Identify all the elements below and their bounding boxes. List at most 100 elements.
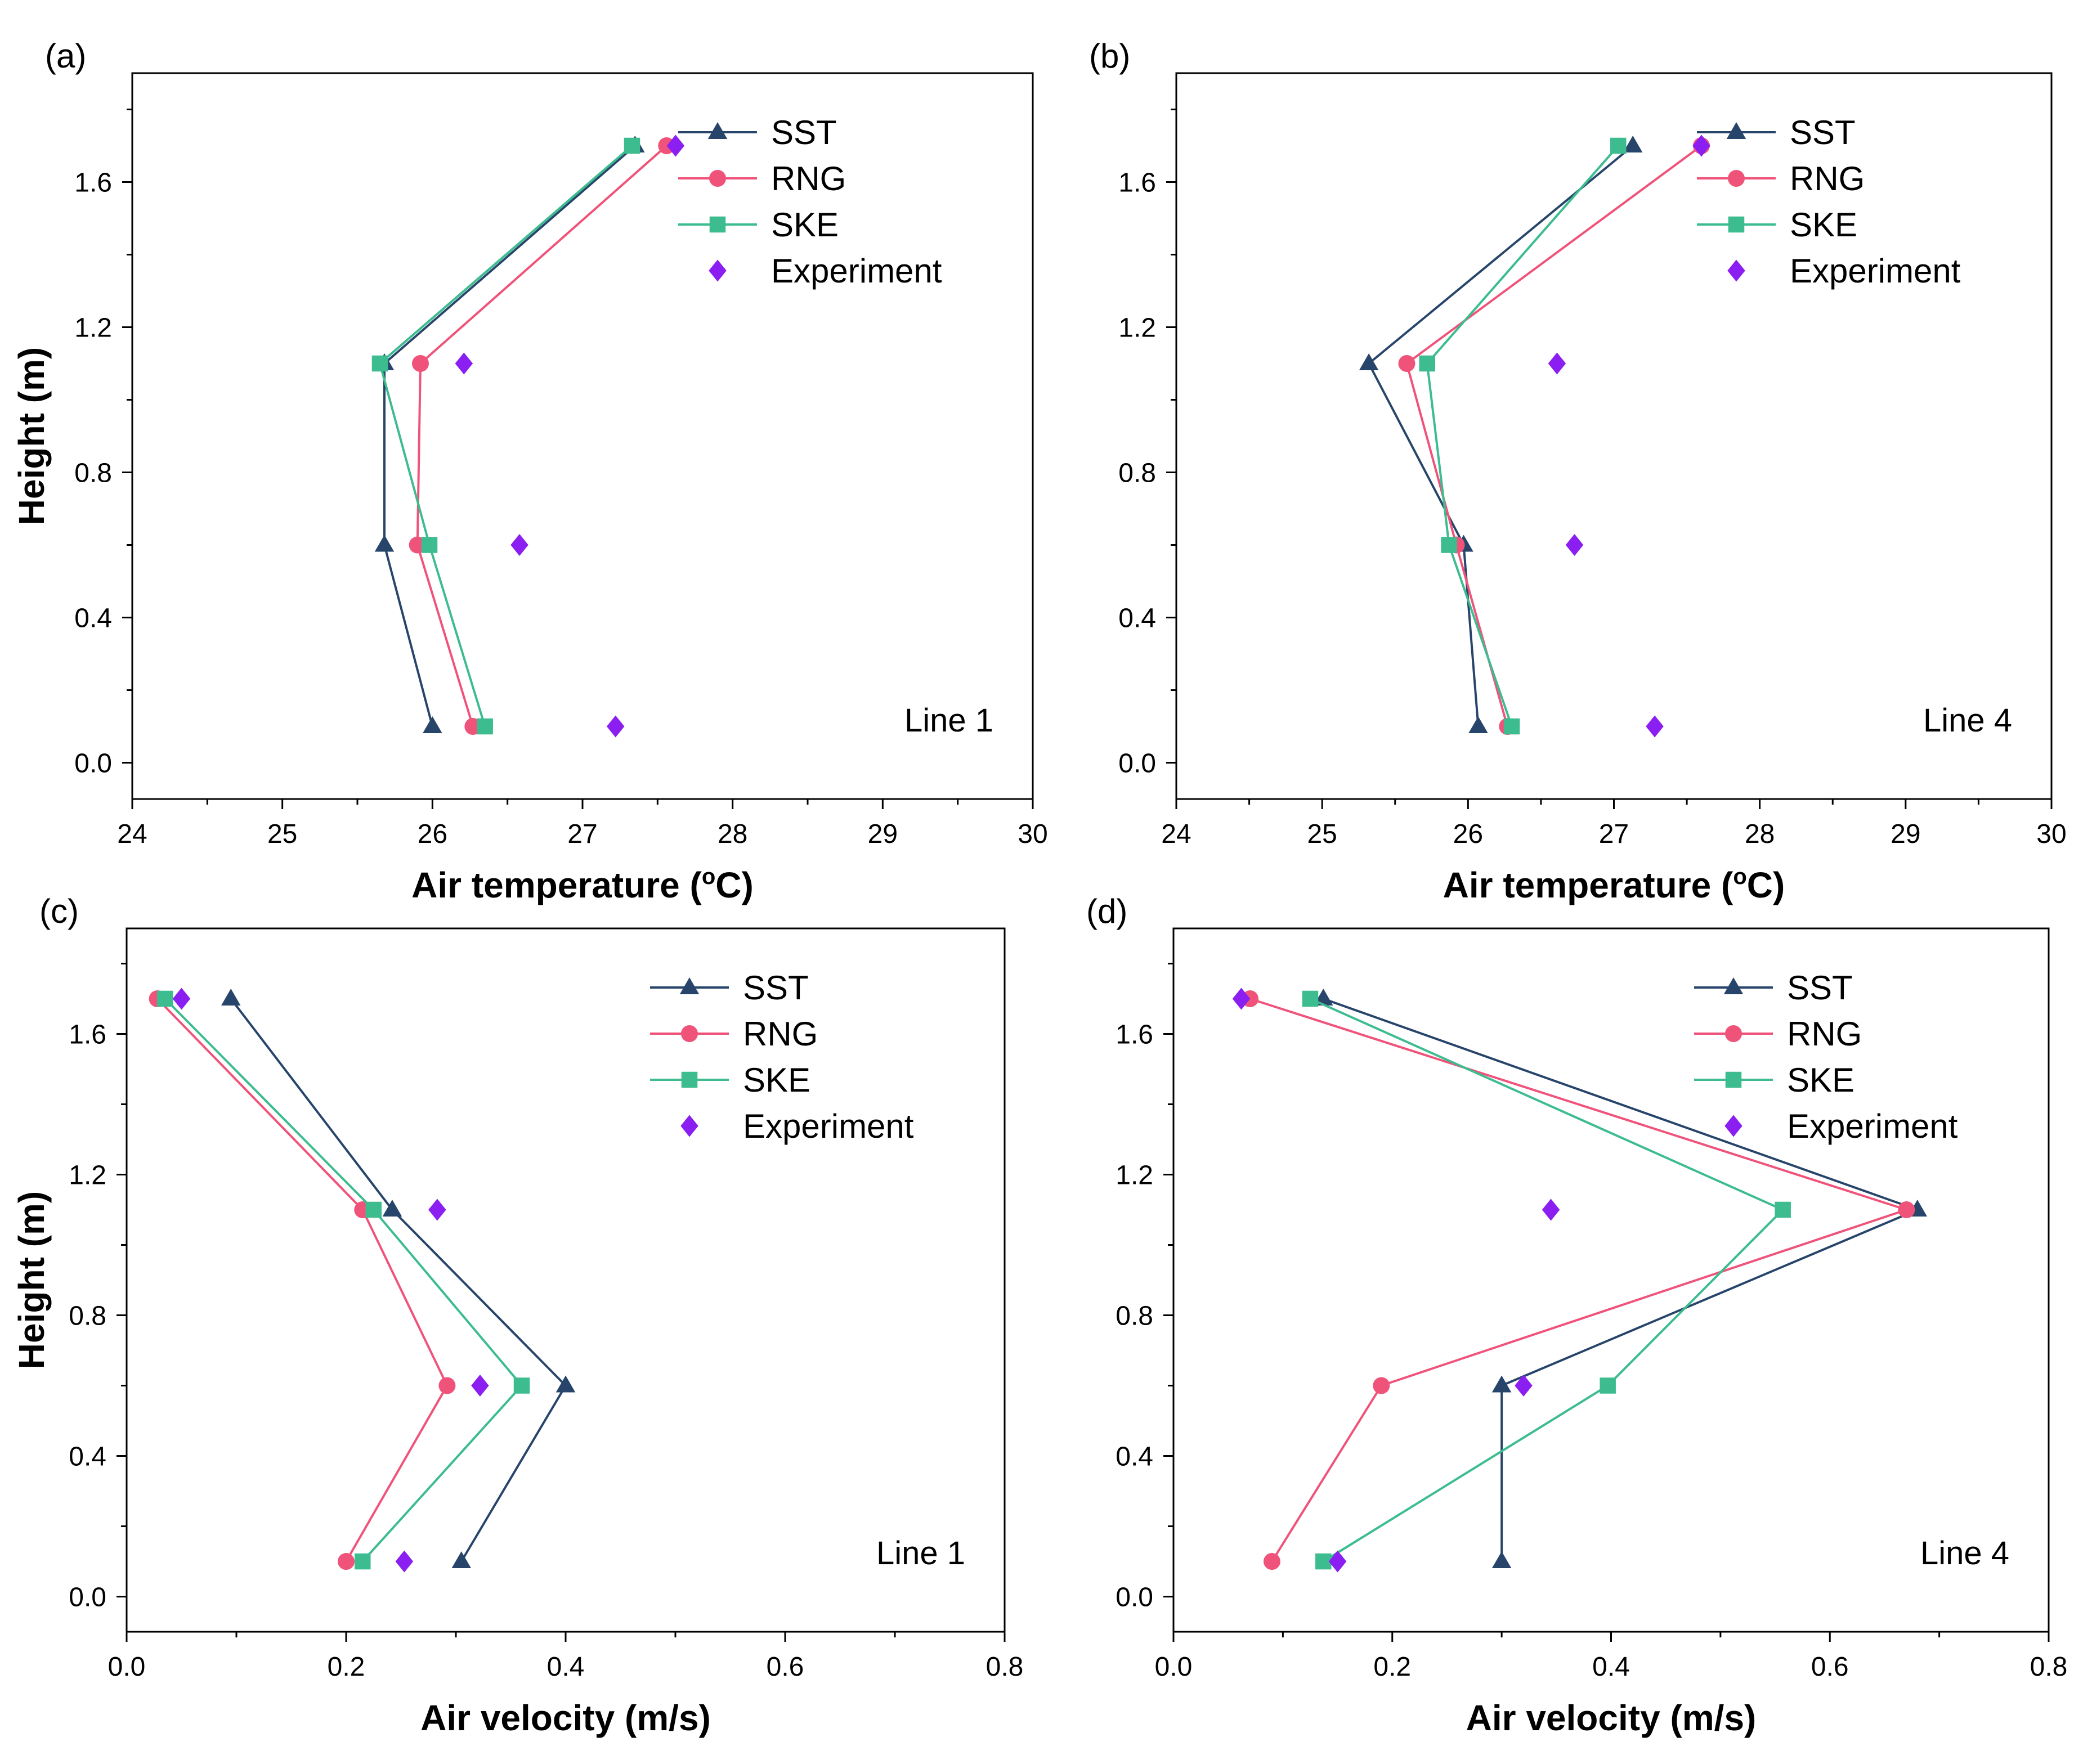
legend-marker [1727, 259, 1745, 282]
data-point-sst [423, 716, 442, 733]
chart-panel-a: 24 25 26 27 28 29 30 0.0 0.4 0.8 1.2 1.6 Air tempera… [11, 37, 1048, 905]
series-ske [1419, 137, 1627, 735]
legend-item-experiment: Experiment [709, 252, 942, 290]
data-point-experiment [1646, 715, 1664, 738]
legend-label: RNG [1790, 160, 1865, 198]
data-point-ske [1302, 990, 1319, 1007]
data-point-experiment [1692, 134, 1710, 157]
series-sst [374, 136, 645, 733]
data-point-sst [1359, 353, 1379, 370]
y-tick-label: 1.6 [74, 168, 112, 198]
legend-item-rng: RNG [1694, 1015, 1862, 1053]
legend-item-rng: RNG [650, 1015, 818, 1053]
legend-item-rng: RNG [1697, 160, 1865, 198]
y-tick-label: 0.4 [1118, 604, 1156, 634]
legend-item-sst: SST [1697, 114, 1856, 151]
legend-marker [1728, 216, 1745, 233]
panel-label: (b) [1089, 37, 1130, 75]
legend-label: RNG [743, 1015, 818, 1053]
data-point-experiment [666, 134, 685, 157]
legend-item-sst: SST [1694, 969, 1853, 1007]
legend-label: Experiment [743, 1107, 914, 1145]
legend-marker [679, 977, 700, 994]
data-point-ske [355, 1553, 371, 1570]
data-point-experiment [471, 1375, 489, 1397]
data-point-experiment [1232, 988, 1251, 1010]
panel-label: (a) [45, 37, 86, 75]
legend-label: RNG [771, 160, 846, 198]
chart-panel-b: 24 25 26 27 28 29 30 0.0 0.4 0.8 1.2 1.6 Air tempera… [1089, 37, 2067, 905]
legend-label: SKE [1790, 206, 1857, 244]
legend-item-experiment: Experiment [1727, 252, 1961, 290]
series-experiment [1548, 134, 1710, 738]
y-tick-label: 1.6 [69, 1020, 106, 1050]
legend-item-ske: SKE [1694, 1061, 1854, 1099]
data-point-rng [1898, 1201, 1915, 1218]
data-point-experiment [172, 988, 191, 1010]
data-point-ske [1610, 137, 1627, 154]
legend-label: SST [1790, 114, 1856, 151]
data-point-ske [1419, 355, 1436, 372]
x-axis-title: Air velocity (m/s) [1466, 1698, 1757, 1738]
x-tick-label: 25 [1307, 819, 1337, 849]
series-rng [149, 990, 456, 1570]
data-point-ske [365, 1201, 382, 1218]
data-point-sst [382, 1200, 402, 1217]
series-experiment [172, 988, 489, 1573]
x-tick-label: 26 [418, 819, 447, 849]
data-point-rng [1373, 1377, 1390, 1394]
series-ske [1302, 990, 1791, 1570]
data-point-experiment [1328, 1550, 1347, 1573]
legend-marker [1726, 122, 1746, 139]
legend-marker [1728, 170, 1745, 187]
data-point-experiment [1548, 352, 1566, 375]
legend-marker [709, 259, 727, 282]
legend-marker [1724, 1115, 1742, 1137]
line-annotation: Line 1 [876, 1535, 965, 1572]
legend-label: RNG [1787, 1015, 1862, 1053]
data-point-ske [157, 990, 173, 1007]
legend-label: Experiment [1790, 252, 1961, 290]
legend-item-experiment: Experiment [1724, 1107, 1958, 1145]
legend-item-sst: SST [678, 114, 837, 151]
legend-label: SKE [771, 206, 839, 244]
data-point-experiment [395, 1550, 414, 1573]
legend-item-experiment: Experiment [680, 1107, 914, 1145]
y-tick-label: 0.4 [74, 604, 112, 634]
y-tick-label: 0.8 [1118, 459, 1156, 488]
legend-marker [681, 1071, 698, 1088]
x-tick-label: 0.0 [1155, 1652, 1193, 1682]
x-tick-label: 25 [267, 819, 297, 849]
panel-label: (c) [39, 892, 79, 930]
series-ske [157, 990, 530, 1570]
legend-marker [1725, 1071, 1742, 1088]
data-point-experiment [606, 715, 625, 738]
legend-label: SKE [1787, 1061, 1854, 1099]
y-tick-label: 0.0 [1116, 1583, 1153, 1613]
data-point-ske [477, 718, 493, 735]
data-point-sst [221, 989, 241, 1006]
series-line-ske [164, 998, 523, 1563]
series-sst [221, 989, 576, 1568]
legend-marker [709, 170, 726, 187]
x-tick-label: 30 [2036, 819, 2066, 849]
legend-item-rng: RNG [678, 160, 846, 198]
data-point-sst [1491, 1551, 1512, 1568]
x-tick-label: 24 [117, 819, 147, 849]
legend-label: Experiment [1787, 1107, 1958, 1145]
x-tick-label: 0.2 [328, 1652, 365, 1682]
data-point-ske [1315, 1553, 1332, 1570]
data-point-ske [1441, 537, 1457, 553]
data-point-sst [556, 1375, 576, 1393]
data-point-rng [1398, 355, 1415, 372]
series-line-ske [1426, 145, 1619, 727]
y-axis-title: Height (m) [11, 347, 52, 525]
data-point-experiment [1565, 534, 1584, 556]
series-line-sst [1367, 145, 1634, 727]
series-line-sst [230, 998, 567, 1563]
panel-label: (d) [1086, 892, 1127, 930]
data-point-rng [412, 355, 429, 372]
data-point-sst [451, 1551, 471, 1568]
chart-panel-d: 0.0 0.2 0.4 0.6 0.8 0.0 0.4 0.8 1.2 1.6 Air veloci… [1086, 892, 2067, 1738]
